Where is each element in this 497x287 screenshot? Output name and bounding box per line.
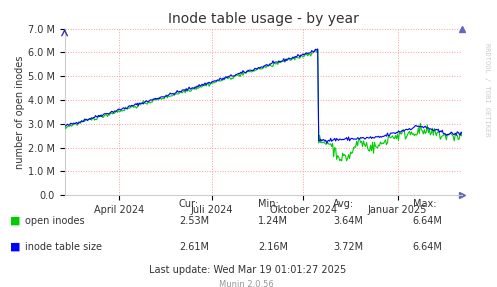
Text: 1.24M: 1.24M [258, 216, 288, 226]
Text: 3.64M: 3.64M [333, 216, 363, 226]
Text: open inodes: open inodes [25, 216, 84, 226]
Text: 6.64M: 6.64M [413, 216, 442, 226]
Text: 2.16M: 2.16M [258, 242, 288, 252]
Text: Munin 2.0.56: Munin 2.0.56 [219, 280, 273, 287]
Text: 2.53M: 2.53M [179, 216, 209, 226]
Text: Cur:: Cur: [179, 199, 199, 209]
Text: Avg:: Avg: [333, 199, 354, 209]
Text: 6.64M: 6.64M [413, 242, 442, 252]
Y-axis label: number of open inodes: number of open inodes [15, 55, 25, 169]
Text: ■: ■ [10, 216, 20, 226]
Text: 2.61M: 2.61M [179, 242, 209, 252]
Title: Inode table usage - by year: Inode table usage - by year [168, 12, 359, 26]
Text: inode table size: inode table size [25, 242, 102, 252]
Text: 3.72M: 3.72M [333, 242, 363, 252]
Text: RRDTOOL / TOBI OETIKER: RRDTOOL / TOBI OETIKER [484, 43, 490, 137]
Text: Last update: Wed Mar 19 01:01:27 2025: Last update: Wed Mar 19 01:01:27 2025 [149, 265, 346, 275]
Text: Max:: Max: [413, 199, 436, 209]
Text: Min:: Min: [258, 199, 279, 209]
Text: ■: ■ [10, 242, 20, 252]
